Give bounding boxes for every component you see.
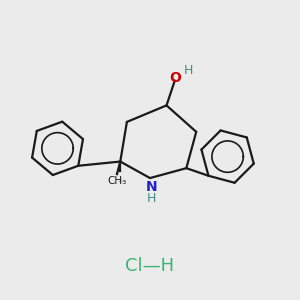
Text: N: N — [146, 180, 158, 194]
Text: methyl: methyl — [118, 181, 124, 182]
Text: Cl—H: Cl—H — [125, 256, 175, 274]
Text: H: H — [147, 192, 156, 205]
Text: H: H — [183, 64, 193, 77]
Text: CH₃: CH₃ — [107, 176, 127, 186]
Text: methyl: methyl — [118, 179, 123, 180]
Text: O: O — [169, 71, 181, 85]
